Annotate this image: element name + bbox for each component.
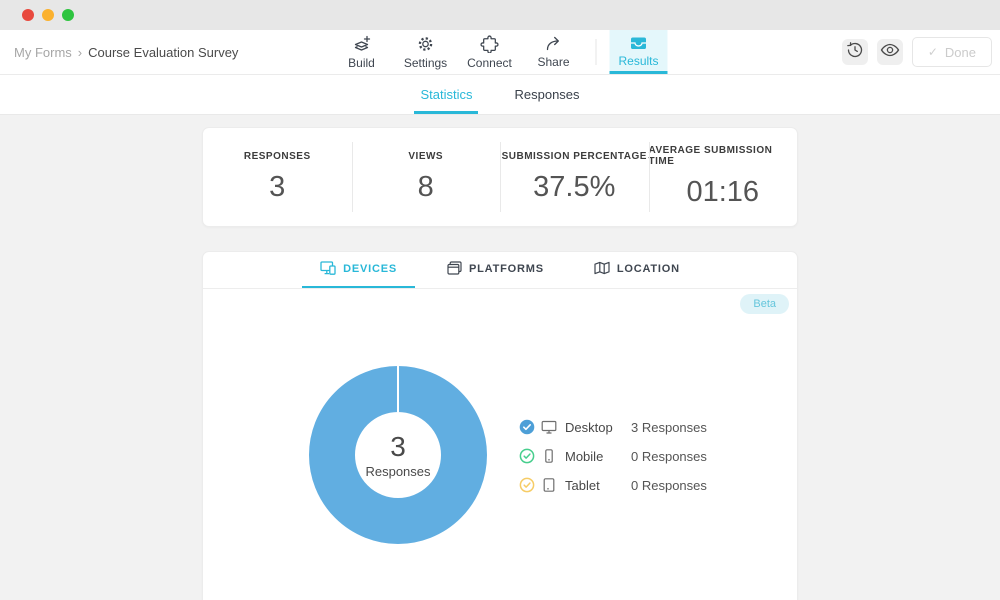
inbox-icon xyxy=(630,36,648,51)
mobile-check-icon xyxy=(519,448,535,464)
history-icon xyxy=(846,41,864,64)
analytics-tabs: DEVICES PLATFORMS xyxy=(203,252,797,289)
stat-average-submission-time-value: 01:16 xyxy=(686,176,760,208)
legend-row-tablet: Tablet 0 Responses xyxy=(519,477,707,493)
devices-donut-chart: 3 Responses xyxy=(308,365,488,545)
check-icon: ✓ xyxy=(927,45,938,59)
beta-badge: Beta xyxy=(740,294,789,314)
tab-location[interactable]: LOCATION xyxy=(576,252,698,288)
donut-center: 3 Responses xyxy=(308,365,488,545)
tab-platforms[interactable]: PLATFORMS xyxy=(429,252,562,288)
revision-history-button[interactable] xyxy=(841,39,868,65)
done-button[interactable]: ✓ Done xyxy=(911,37,992,67)
nav-tab-build[interactable]: Build xyxy=(333,30,391,74)
build-icon xyxy=(352,35,371,53)
breadcrumb-separator: › xyxy=(77,44,83,60)
stat-submission-percentage: SUBMISSION PERCENTAGE 37.5% xyxy=(500,128,649,226)
stat-responses-value: 3 xyxy=(269,170,286,203)
breadcrumb-my-forms[interactable]: My Forms xyxy=(14,44,72,60)
desktop-icon xyxy=(541,420,557,434)
stat-submission-percentage-label: SUBMISSION PERCENTAGE xyxy=(501,150,647,162)
legend-mobile-label: Mobile xyxy=(565,448,604,464)
stat-views: VIEWS 8 xyxy=(351,128,501,226)
tab-statistics[interactable]: Statistics xyxy=(414,75,479,114)
devices-legend: Desktop 3 Responses Mobile 0 R xyxy=(519,419,707,493)
done-button-label: Done xyxy=(944,44,976,60)
breadcrumb-form-title[interactable]: Course Evaluation Survey xyxy=(88,44,239,60)
tab-devices-label: DEVICES xyxy=(343,263,398,275)
map-icon xyxy=(594,261,610,278)
nav-tab-connect-label: Connect xyxy=(467,55,512,70)
stats-summary-card: RESPONSES 3 VIEWS 8 SUBMISSION PERCENTAG… xyxy=(202,127,798,227)
puzzle-icon xyxy=(480,35,499,53)
devices-analytics-card: DEVICES PLATFORMS xyxy=(202,251,798,600)
eye-icon xyxy=(880,43,900,62)
legend-row-desktop: Desktop 3 Responses xyxy=(519,419,707,435)
stat-views-label: VIEWS xyxy=(408,150,444,162)
breadcrumb: My Forms › Course Evaluation Survey xyxy=(14,30,238,74)
donut-center-label: Responses xyxy=(365,464,431,479)
app-header: My Forms › Course Evaluation Survey Buil… xyxy=(0,30,1000,75)
legend-tablet-label: Tablet xyxy=(565,477,600,493)
nav-tab-connect[interactable]: Connect xyxy=(461,30,519,74)
legend-mobile-count: 0 Responses xyxy=(631,448,707,464)
titlebar xyxy=(0,0,1000,30)
tab-responses[interactable]: Responses xyxy=(514,87,580,102)
nav-tab-results[interactable]: Results xyxy=(609,30,668,74)
stat-responses-label: RESPONSES xyxy=(243,150,311,162)
nav-tab-results-label: Results xyxy=(618,54,659,68)
desktop-check-icon xyxy=(519,419,535,435)
nav-tab-share[interactable]: Share xyxy=(525,30,583,74)
gear-icon xyxy=(417,35,435,53)
devices-icon xyxy=(320,260,336,278)
close-window-button[interactable] xyxy=(22,9,34,21)
donut-ring xyxy=(309,366,487,544)
nav-divider xyxy=(595,39,597,65)
minimize-window-button[interactable] xyxy=(42,9,54,21)
platforms-icon xyxy=(447,260,462,278)
legend-desktop-count: 3 Responses xyxy=(631,419,707,435)
tablet-icon xyxy=(541,478,557,492)
stat-submission-percentage-value: 37.5% xyxy=(533,170,616,203)
stat-average-submission-time-label: AVERAGE SUBMISSION TIME xyxy=(648,145,773,167)
tab-devices[interactable]: DEVICES xyxy=(302,252,416,288)
tablet-check-icon xyxy=(519,477,535,493)
header-actions: ✓ Done xyxy=(841,30,992,74)
nav-tab-share-label: Share xyxy=(537,55,570,69)
donut-center-value: 3 xyxy=(390,431,406,462)
legend-tablet-count: 0 Responses xyxy=(631,477,707,493)
stat-responses: RESPONSES 3 xyxy=(203,128,352,226)
legend-row-mobile: Mobile 0 Responses xyxy=(519,448,707,464)
results-subtabs: Statistics Responses xyxy=(0,75,1000,115)
nav-tab-settings[interactable]: Settings xyxy=(397,30,455,74)
legend-desktop-label: Desktop xyxy=(565,419,613,435)
maximize-window-button[interactable] xyxy=(62,9,74,21)
nav-tab-build-label: Build xyxy=(348,55,375,70)
preview-button[interactable] xyxy=(876,39,903,65)
nav-tab-settings-label: Settings xyxy=(403,55,448,70)
tab-platforms-label: PLATFORMS xyxy=(469,263,544,275)
main-nav: Build Settings Connect xyxy=(330,30,671,74)
stat-views-value: 8 xyxy=(417,170,434,203)
mobile-icon xyxy=(541,449,557,463)
share-arrow-icon xyxy=(545,35,563,52)
tab-location-label: LOCATION xyxy=(616,263,680,275)
stat-average-submission-time: AVERAGE SUBMISSION TIME 01:16 xyxy=(648,128,798,226)
